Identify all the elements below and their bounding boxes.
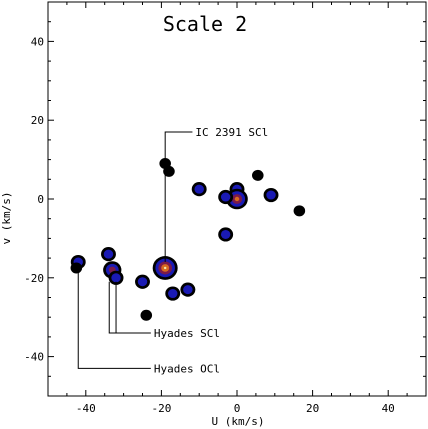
- contour-clumps: [70, 158, 306, 321]
- y-tick-label-3: 20: [31, 114, 44, 127]
- x-tick-label-1: -20: [151, 402, 171, 415]
- annotation-2: Hyades OCl: [77, 269, 220, 375]
- contour-level-1: [163, 165, 175, 177]
- contour-clump-13: [218, 227, 234, 242]
- contour-clump-19: [293, 205, 306, 217]
- contour-level-2: [103, 249, 114, 259]
- contour-level-2: [194, 184, 204, 194]
- contour-level-2: [137, 277, 148, 287]
- y-tick-label-4: 40: [31, 35, 44, 48]
- contour-level-2: [220, 229, 231, 239]
- contour-clump-6: [140, 309, 153, 321]
- axis-ticks: -40 -20 0 20 40 -40 -20 0 20 40: [24, 1, 427, 415]
- chart-title: Scale 2: [163, 12, 247, 36]
- contour-level-2: [266, 190, 276, 200]
- contour-clump-8: [165, 286, 181, 301]
- plot-frame: [47, 1, 427, 397]
- contour-clump-17: [252, 169, 264, 181]
- annotation-label: IC 2391 SCl: [195, 126, 268, 139]
- x-tick-label-0: -40: [76, 402, 96, 415]
- y-tick-label-0: -40: [24, 351, 44, 364]
- contour-level-4: [234, 196, 240, 202]
- y-axis-title: v (km/s): [0, 192, 13, 245]
- contour-level-2: [168, 289, 178, 299]
- contour-clump-12: [191, 182, 207, 197]
- x-axis-title: U (km/s): [212, 415, 265, 428]
- contour-level-1: [140, 309, 153, 321]
- x-tick-label-2: 0: [234, 402, 241, 415]
- annotation-leader-line: [77, 269, 151, 369]
- contour-level-2: [111, 273, 121, 283]
- contour-level-2: [220, 192, 231, 202]
- annotations: IC 2391 SCl Hyades SCl Hyades OCl: [77, 126, 268, 375]
- annotation-leader-line: [164, 131, 193, 262]
- contour-clump-16: [218, 189, 234, 205]
- contour-clump-18: [263, 187, 279, 203]
- y-tick-label-1: -20: [24, 272, 44, 285]
- x-tick-label-4: 40: [382, 402, 395, 415]
- annotation-label: Hyades OCl: [154, 362, 220, 375]
- contour-clump-11: [163, 165, 175, 177]
- annotation-leader-line: [115, 281, 151, 334]
- annotation-leader-line-secondary: [108, 281, 117, 334]
- y-tick-label-2: 0: [37, 193, 44, 206]
- contour-clump-2: [101, 247, 116, 262]
- contour-level-5: [163, 266, 167, 270]
- contour-clump-7: [152, 256, 178, 280]
- contour-level-1: [252, 169, 264, 181]
- contour-level-1: [293, 205, 306, 217]
- contour-clump-4: [108, 270, 124, 285]
- annotation-label: Hyades SCl: [154, 327, 220, 340]
- contour-clump-1: [70, 262, 83, 274]
- x-tick-label-3: 20: [306, 402, 319, 415]
- contour-clump-9: [180, 282, 196, 297]
- annotation-0: IC 2391 SCl: [164, 126, 268, 262]
- contour-level-2: [183, 285, 193, 295]
- contour-level-1: [70, 262, 83, 274]
- contour-clump-5: [135, 274, 150, 289]
